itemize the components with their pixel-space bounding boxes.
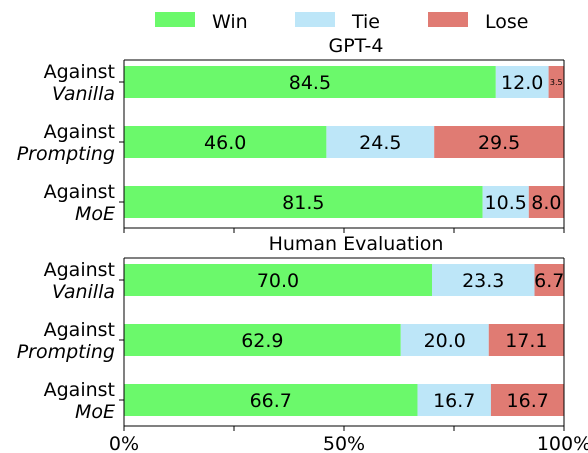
data-label: 20.0 bbox=[424, 330, 466, 352]
data-label: 66.7 bbox=[250, 390, 292, 412]
x-tick-label: 0% bbox=[109, 433, 139, 453]
bar-segment-lose bbox=[528, 186, 564, 218]
data-label: 8.0 bbox=[531, 192, 561, 214]
legend-swatch-win bbox=[155, 12, 195, 27]
category-label: Against bbox=[44, 379, 115, 401]
bar-segment-lose bbox=[534, 264, 564, 296]
bar-segment-lose bbox=[488, 324, 564, 356]
bar-segment-tie bbox=[400, 324, 489, 356]
bar-segment-lose bbox=[548, 66, 564, 98]
legend-label-win: Win bbox=[212, 11, 248, 33]
bar-segment-tie bbox=[432, 264, 535, 296]
category-label: Prompting bbox=[17, 341, 115, 363]
data-label: 12.0 bbox=[501, 72, 543, 94]
data-label: 16.7 bbox=[433, 390, 475, 412]
bar-segment-win bbox=[124, 66, 496, 98]
data-label: 29.5 bbox=[478, 132, 520, 154]
legend-swatch-lose bbox=[428, 12, 468, 27]
data-label: 46.0 bbox=[204, 132, 246, 154]
bar-segment-win bbox=[124, 324, 401, 356]
category-label: Vanilla bbox=[52, 281, 115, 303]
data-label: 70.0 bbox=[257, 270, 299, 292]
category-label: Against bbox=[44, 61, 115, 83]
data-label: 81.5 bbox=[282, 192, 324, 214]
bar-segment-win bbox=[124, 384, 418, 416]
category-label: MoE bbox=[75, 401, 115, 423]
category-label: Against bbox=[44, 319, 115, 341]
legend-swatch-tie bbox=[295, 12, 335, 27]
bar-segment-lose bbox=[490, 384, 565, 416]
data-label: 17.1 bbox=[505, 330, 547, 352]
data-label: 16.7 bbox=[507, 390, 549, 412]
data-label: 62.9 bbox=[241, 330, 283, 352]
category-label: Vanilla bbox=[52, 83, 115, 105]
category-label: MoE bbox=[75, 203, 115, 225]
bar-segment-win bbox=[124, 186, 483, 218]
legend-label-lose: Lose bbox=[485, 11, 528, 33]
data-label: 6.7 bbox=[534, 270, 564, 292]
bar-segment-win bbox=[124, 264, 432, 296]
data-label: 84.5 bbox=[289, 72, 331, 94]
category-label: Against bbox=[44, 259, 115, 281]
bar-segment-tie bbox=[417, 384, 491, 416]
data-label: 23.3 bbox=[462, 270, 504, 292]
data-label: 10.5 bbox=[485, 192, 527, 214]
panel-title: GPT-4 bbox=[329, 35, 384, 57]
bar-segment-tie bbox=[495, 66, 549, 98]
x-tick-label: 100% bbox=[537, 433, 588, 453]
category-label: Against bbox=[44, 121, 115, 143]
data-label: 3.5 bbox=[550, 78, 563, 87]
category-label: Prompting bbox=[17, 143, 115, 165]
panel-title: Human Evaluation bbox=[269, 233, 444, 255]
legend-label-tie: Tie bbox=[351, 11, 380, 33]
x-tick-label: 50% bbox=[323, 433, 365, 453]
bar-segment-win bbox=[124, 126, 327, 158]
bar-segment-tie bbox=[326, 126, 435, 158]
bar-segment-lose bbox=[434, 126, 564, 158]
category-label: Against bbox=[44, 181, 115, 203]
data-label: 24.5 bbox=[359, 132, 401, 154]
bar-segment-tie bbox=[482, 186, 529, 218]
